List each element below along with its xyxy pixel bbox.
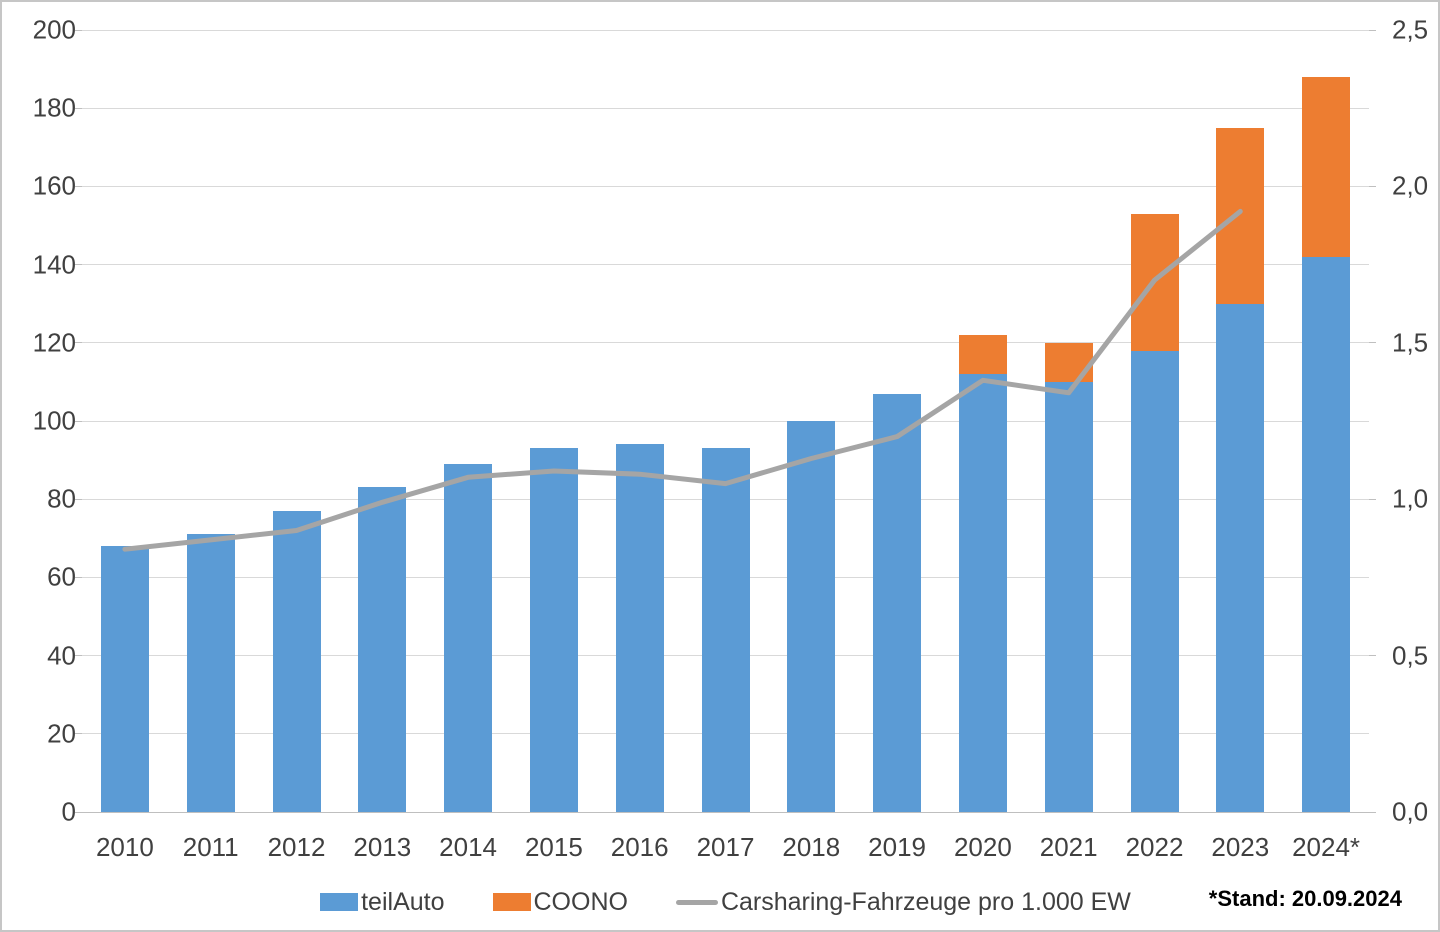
- bar-teilauto-2017: [701, 448, 750, 812]
- x-axis-label-2023: 2023: [1211, 832, 1270, 862]
- x-axis-label-2012: 2012: [267, 832, 326, 862]
- left-axis-tick: [75, 733, 82, 735]
- left-axis-label: 60: [47, 561, 76, 592]
- x-axis-label-2022: 2022: [1125, 832, 1184, 862]
- right-axis-tick: [1369, 811, 1376, 813]
- left-axis-tick: [75, 811, 82, 813]
- left-axis-label: 100: [32, 405, 76, 436]
- right-axis-tick: [1369, 498, 1376, 500]
- left-axis-label: 20: [47, 718, 76, 749]
- left-axis-tick: [75, 498, 82, 500]
- gridline: [82, 264, 1369, 266]
- left-axis-tick: [75, 342, 82, 344]
- bar-teilauto-2010: [100, 546, 149, 812]
- right-axis-tick: [1369, 655, 1376, 657]
- gridline: [82, 342, 1369, 344]
- x-axis-label-2015: 2015: [524, 832, 583, 862]
- x-axis-label-2016: 2016: [610, 832, 669, 862]
- bar-teilauto-2011: [186, 534, 235, 812]
- left-axis-tick: [75, 107, 82, 109]
- legend-label: Carsharing-Fahrzeuge pro 1.000 EW: [720, 887, 1131, 916]
- bar-teilauto-2014: [444, 464, 493, 812]
- x-axis-label-2019: 2019: [868, 832, 926, 862]
- carsharing-per-1000-line: [122, 208, 1243, 552]
- right-axis-label: 1,0: [1392, 483, 1429, 514]
- left-axis-label: 160: [32, 170, 76, 201]
- right-axis-tick: [1369, 342, 1376, 344]
- left-axis-tick: [75, 655, 82, 657]
- right-axis-label: 1,5: [1392, 327, 1429, 358]
- x-axis-label-2011: 2011: [182, 832, 239, 862]
- legend-item-coono: COONO: [492, 887, 628, 917]
- legend: teilAuto COONO Carsharing-Fahrzeuge pro 1.…: [82, 882, 1369, 922]
- plot-area: 0 20 40 60 80 100 120 140 160 180 200 0,0 0,5 1,0 1,5 2…: [33, 15, 1429, 827]
- gridline: [82, 107, 1369, 109]
- legend-item-teilauto: teilAuto: [320, 887, 445, 917]
- line-swatch-icon: [675, 899, 718, 905]
- right-axis-tick: [1369, 185, 1376, 187]
- x-axis-label-2020: 2020: [953, 832, 1012, 862]
- bar-coono-2020: [958, 335, 1007, 375]
- left-axis-label: 80: [47, 483, 76, 514]
- x-axis-line: [82, 811, 1369, 813]
- left-axis-tick: [75, 185, 82, 187]
- left-axis-label: 180: [32, 92, 76, 123]
- left-axis-label: 200: [32, 14, 76, 45]
- x-axis-label-2014: 2014: [439, 832, 497, 862]
- bar-swatch-icon: [320, 893, 359, 911]
- legend-label: COONO: [533, 887, 628, 916]
- x-axis-label-2024: 2024*: [1292, 832, 1361, 862]
- bar-teilauto-2016: [615, 444, 664, 812]
- bar-coono-2023: [1216, 127, 1265, 304]
- bar-teilauto-2020: [958, 374, 1007, 812]
- bar-swatch-icon: [492, 893, 531, 911]
- bar-coono-2024: [1302, 76, 1351, 257]
- legend-label: teilAuto: [361, 887, 445, 916]
- bar-teilauto-2013: [358, 487, 407, 812]
- right-axis-label: 0,0: [1392, 796, 1429, 827]
- x-axis-label-2013: 2013: [353, 832, 412, 862]
- right-axis-label: 2,5: [1392, 14, 1429, 45]
- x-axis-label-2018: 2018: [782, 832, 841, 862]
- bar-teilauto-2022: [1130, 350, 1179, 812]
- bar-teilauto-2024: [1302, 256, 1351, 812]
- x-axis-label-2017: 2017: [696, 832, 755, 862]
- bar-teilauto-2018: [787, 421, 836, 812]
- right-axis-label: 2,0: [1392, 170, 1429, 201]
- bar-teilauto-2019: [873, 393, 922, 812]
- bar-teilauto-2021: [1044, 381, 1093, 812]
- footnote: *Stand: 20.09.2024: [1208, 886, 1402, 911]
- left-axis-label: 0: [61, 796, 76, 827]
- gridline: [82, 420, 1369, 422]
- legend-item-carsharing-fahrzeuge-pro-1-000-ew: Carsharing-Fahrzeuge pro 1.000 EW: [675, 887, 1131, 917]
- left-axis-tick: [75, 420, 82, 422]
- gridline: [82, 185, 1369, 187]
- gridline: [82, 29, 1369, 31]
- x-axis-label-2010: 2010: [95, 832, 154, 862]
- bar-teilauto-2012: [272, 510, 321, 812]
- left-axis-tick: [75, 576, 82, 578]
- left-axis-tick: [75, 29, 82, 31]
- bar-teilauto-2023: [1216, 303, 1265, 812]
- left-axis-label: 40: [47, 640, 76, 671]
- bar-teilauto-2015: [529, 448, 578, 812]
- left-axis-tick: [75, 264, 82, 266]
- left-axis-label: 120: [32, 327, 76, 358]
- x-axis-label-2021: 2021: [1039, 832, 1098, 862]
- right-axis-tick: [1369, 29, 1376, 31]
- left-axis-label: 140: [32, 249, 76, 280]
- right-axis-label: 0,5: [1392, 640, 1429, 671]
